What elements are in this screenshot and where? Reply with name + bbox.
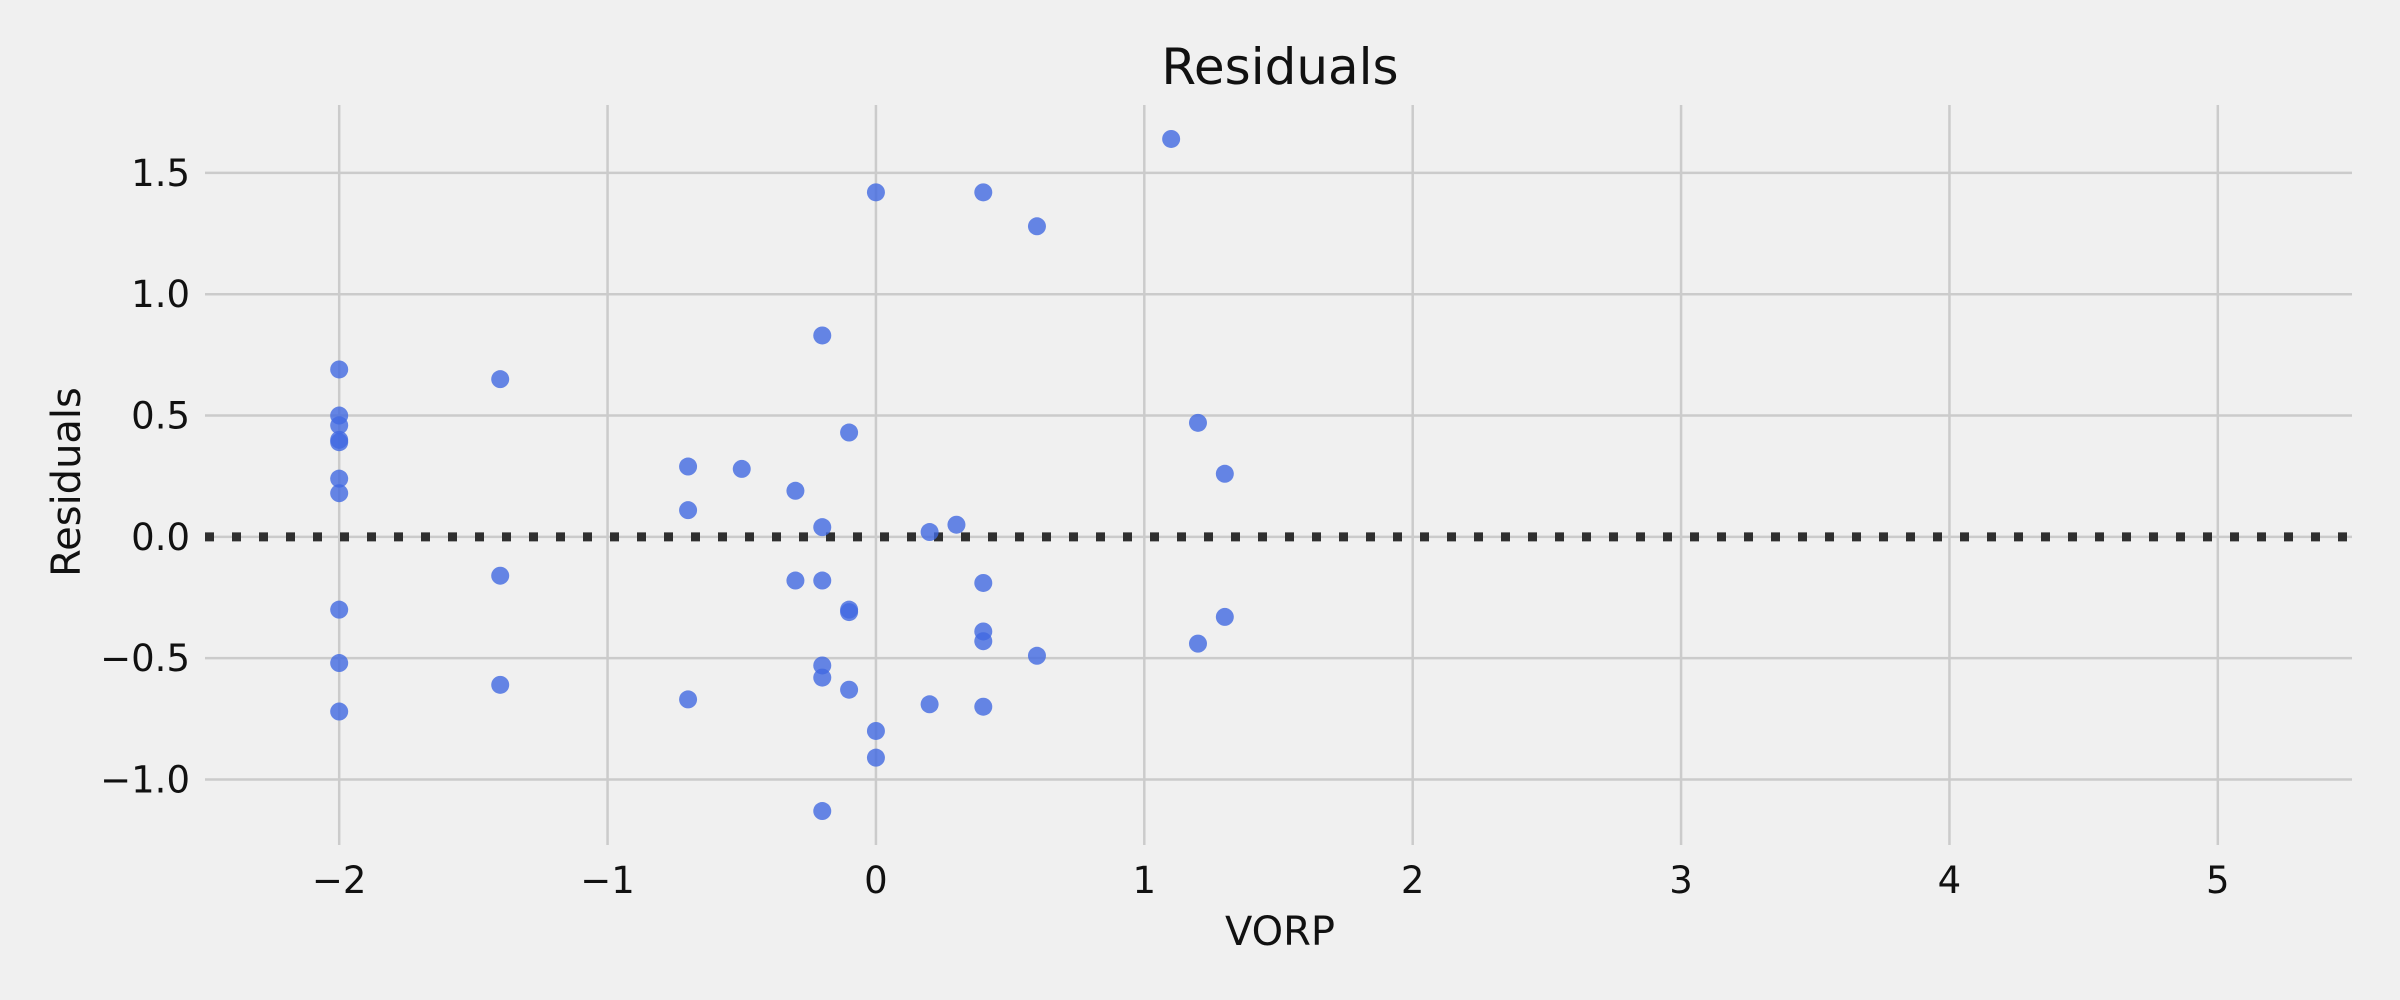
data-point xyxy=(679,457,698,476)
data-point xyxy=(1188,413,1207,432)
data-point xyxy=(1188,634,1207,653)
data-point xyxy=(491,370,510,389)
data-point xyxy=(679,501,698,520)
x-tick-label: −2 xyxy=(312,859,367,902)
data-point xyxy=(947,515,966,534)
data-point xyxy=(491,566,510,585)
data-point xyxy=(786,481,805,500)
data-point xyxy=(920,523,939,542)
data-point xyxy=(813,668,832,687)
data-point xyxy=(840,680,859,699)
data-point xyxy=(330,360,349,379)
data-point xyxy=(732,459,751,478)
data-point xyxy=(330,416,349,435)
data-point xyxy=(1027,646,1046,665)
chart-title: Residuals xyxy=(1161,38,1398,96)
data-point xyxy=(866,183,885,202)
y-tick-label: 0.0 xyxy=(131,516,190,559)
data-point xyxy=(866,721,885,740)
data-point xyxy=(330,600,349,619)
data-point xyxy=(1215,607,1234,626)
data-point xyxy=(813,518,832,537)
data-point xyxy=(1215,464,1234,483)
data-point xyxy=(330,702,349,721)
scatter-points xyxy=(330,129,1234,821)
x-tick-label: 3 xyxy=(1669,859,1693,902)
data-point xyxy=(813,326,832,345)
data-point xyxy=(491,675,510,694)
data-point xyxy=(813,802,832,821)
y-tick-label: 1.5 xyxy=(131,152,190,195)
x-tick-label: 2 xyxy=(1401,859,1425,902)
x-tick-labels: −2 −1 0 1 2 3 4 5 xyxy=(312,859,2230,902)
data-point xyxy=(974,632,993,651)
y-tick-label: −0.5 xyxy=(100,637,190,680)
data-point xyxy=(840,423,859,442)
y-axis-label: Residuals xyxy=(44,387,90,577)
data-point xyxy=(330,654,349,673)
data-point xyxy=(330,469,349,488)
x-axis-label: VORP xyxy=(1225,909,1335,955)
y-tick-label: 1.0 xyxy=(131,273,190,316)
data-point xyxy=(920,695,939,714)
data-point xyxy=(1162,129,1181,148)
x-tick-label: −1 xyxy=(580,859,635,902)
data-point xyxy=(330,484,349,503)
data-point xyxy=(813,571,832,590)
x-tick-label: 4 xyxy=(1938,859,1962,902)
data-point xyxy=(330,433,349,452)
data-point xyxy=(974,183,993,202)
x-tick-label: 5 xyxy=(2206,859,2230,902)
data-point xyxy=(786,571,805,590)
x-tick-label: 0 xyxy=(864,859,888,902)
data-point xyxy=(1027,217,1046,236)
y-tick-labels: −1.0 −0.5 0.0 0.5 1.0 1.5 xyxy=(100,152,190,802)
data-point xyxy=(866,748,885,767)
y-tick-label: −1.0 xyxy=(100,758,190,801)
x-tick-label: 1 xyxy=(1133,859,1157,902)
data-point xyxy=(974,697,993,716)
y-tick-label: 0.5 xyxy=(131,395,190,438)
data-point xyxy=(679,690,698,709)
data-point xyxy=(840,603,859,622)
data-point xyxy=(974,573,993,592)
